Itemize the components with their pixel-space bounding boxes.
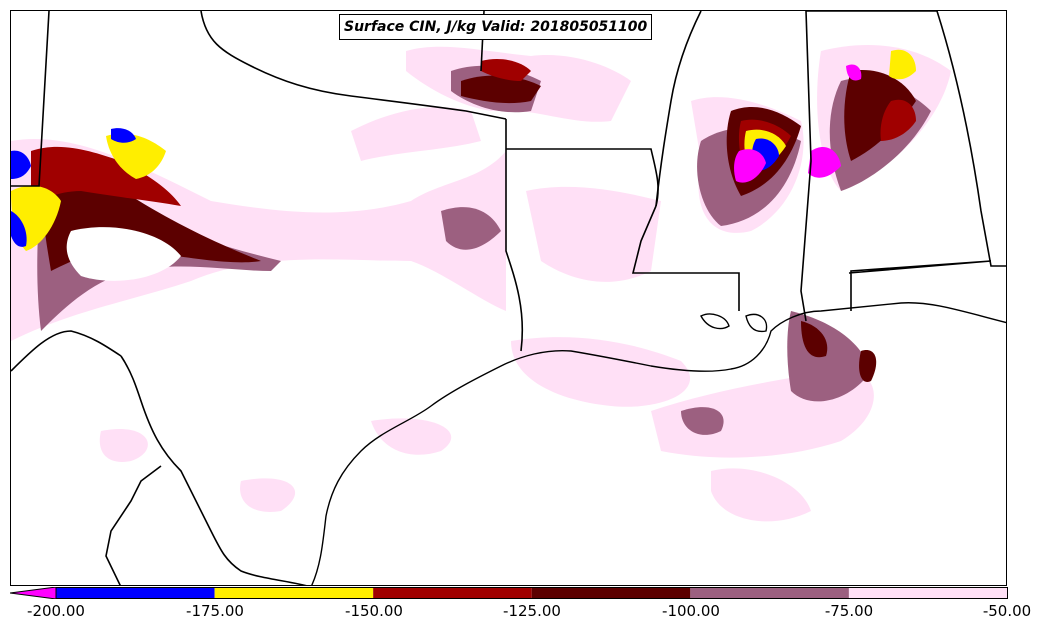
cin-field-blue xyxy=(11,128,779,247)
colorbar-extend-below xyxy=(10,587,57,599)
colorbar-bin xyxy=(214,587,374,599)
colorbar-bin xyxy=(531,587,691,599)
tick-label: -125.00 xyxy=(503,602,561,620)
colorbar-bin xyxy=(56,587,215,599)
tick-label: -75.00 xyxy=(824,602,874,620)
cin-field-magenta xyxy=(734,64,862,183)
tick-label: -175.00 xyxy=(186,602,244,620)
coastline xyxy=(311,302,1006,585)
cin-field-white xyxy=(66,227,181,281)
map-title: Surface CIN, J/kg Valid: 201805051100 xyxy=(339,14,653,40)
state-boundaries xyxy=(11,11,1006,585)
map-panel xyxy=(10,10,1007,586)
tick-label: -200.00 xyxy=(27,602,85,620)
colorbar-bin xyxy=(373,587,532,599)
colorbar xyxy=(10,587,1008,599)
colorbar-bin xyxy=(690,587,849,599)
cin-map xyxy=(11,11,1006,585)
tick-label: -100.00 xyxy=(662,602,720,620)
tick-label: -150.00 xyxy=(345,602,403,620)
tick-label: -50.00 xyxy=(982,602,1032,620)
colorbar-bin xyxy=(848,587,1008,599)
